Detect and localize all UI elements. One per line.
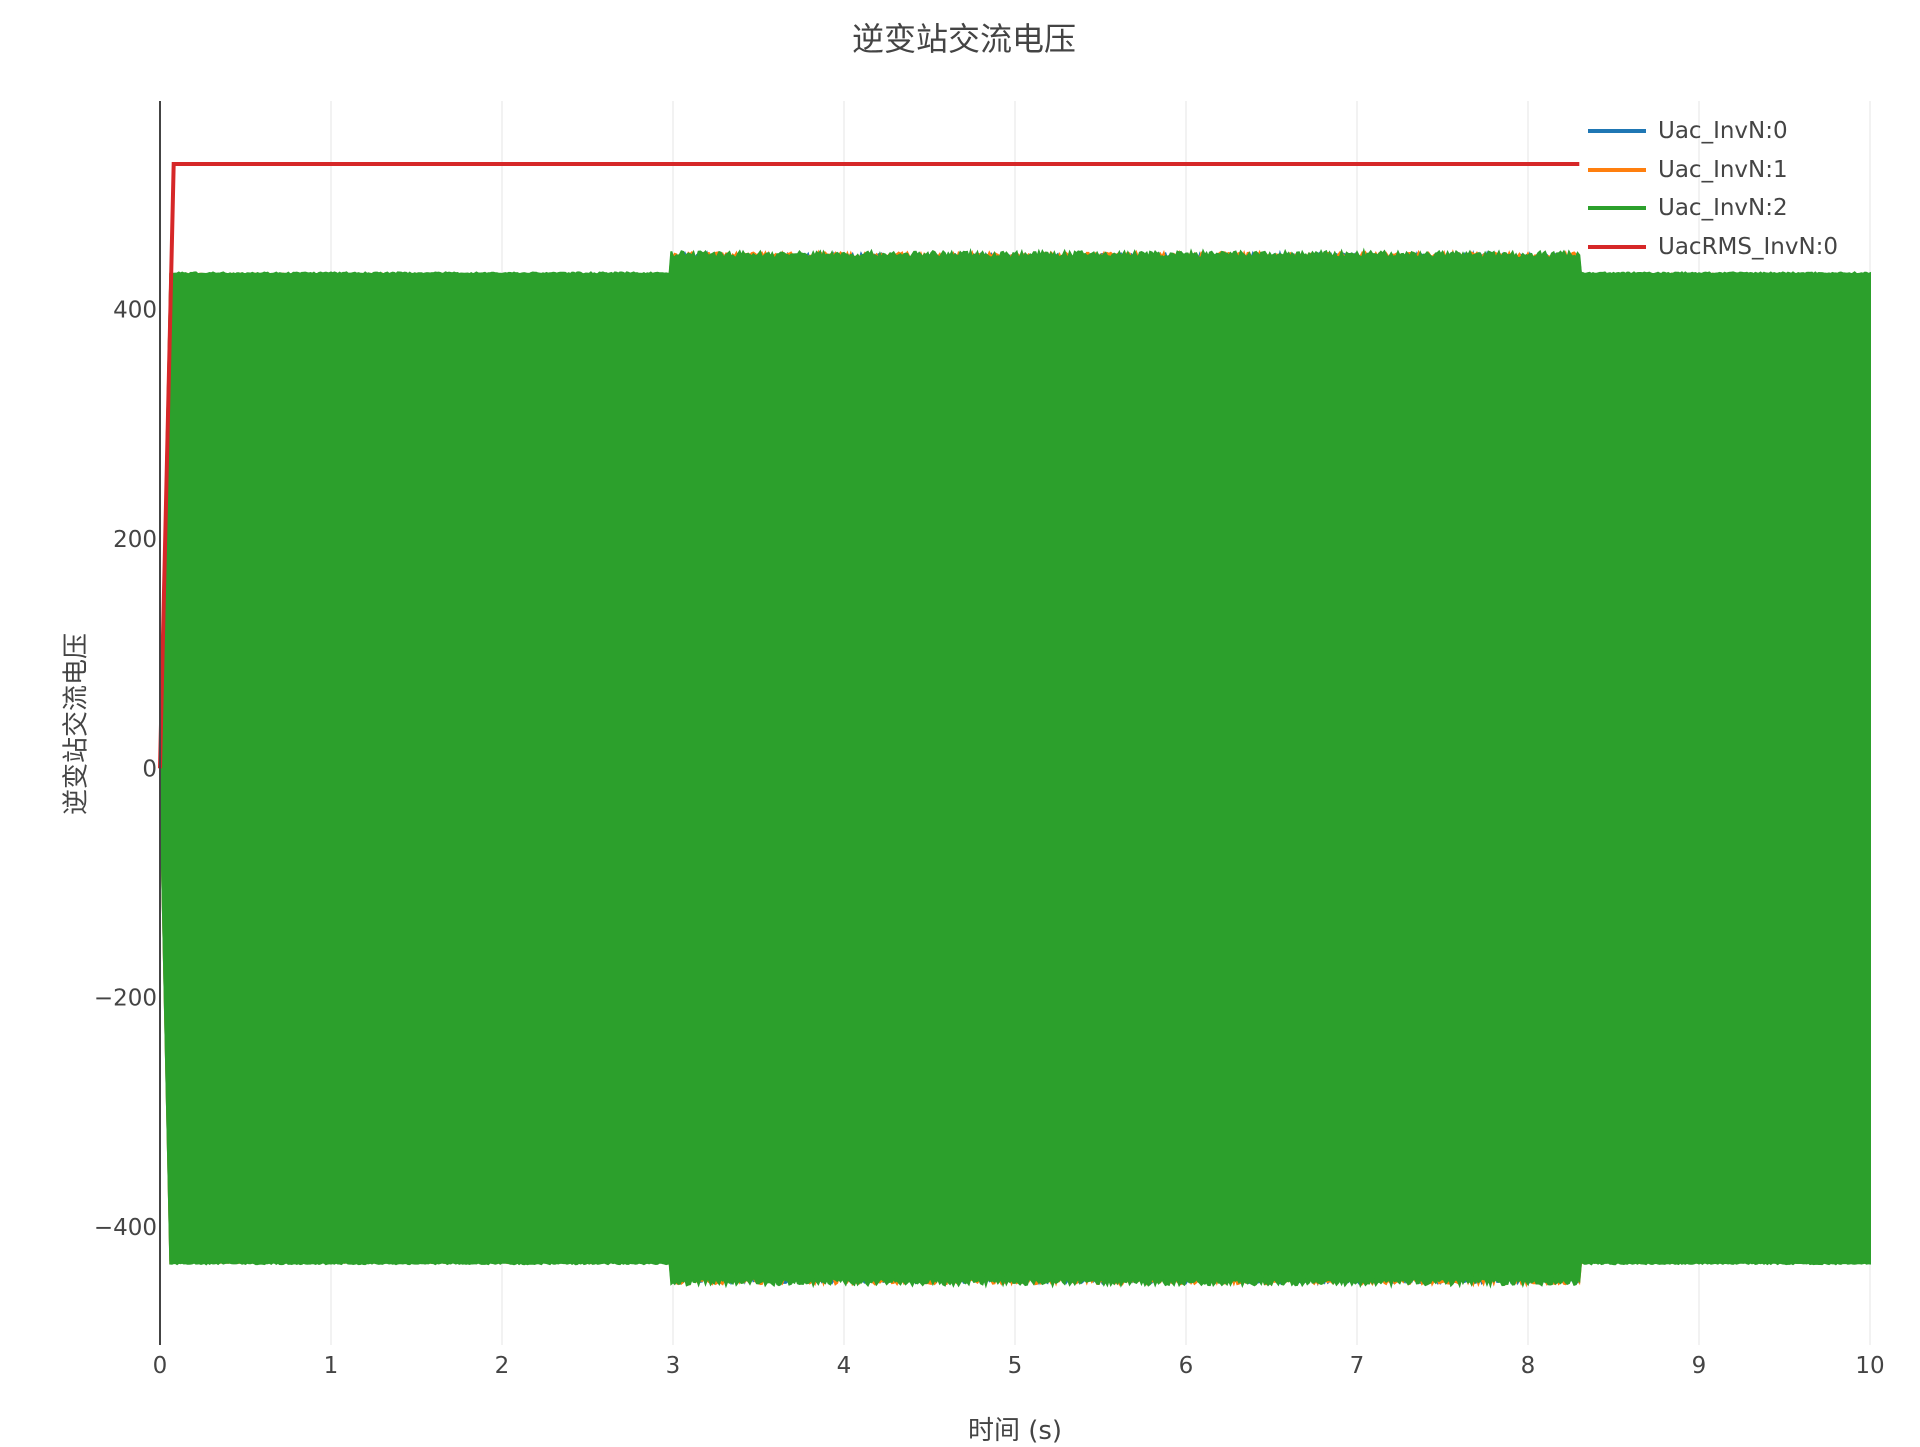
legend-label: Uac_InvN:0 (1658, 118, 1788, 145)
chart-title: 逆变站交流电压 (851, 20, 1076, 58)
legend-swatch (1588, 206, 1646, 211)
x-tick-label: 0 (153, 1353, 168, 1379)
y-tick-label: −200 (94, 986, 157, 1012)
x-tick-label: 1 (324, 1353, 339, 1379)
x-axis-title: 时间 (s) (967, 1416, 1063, 1446)
axes: 0 1 2 3 4 5 6 7 8 9 10 −400 −200 0 200 400 (94, 101, 1885, 1379)
x-tick-label: 9 (1692, 1353, 1707, 1379)
series-uac-invn-2 (159, 247, 1871, 1289)
series-layer (158, 162, 1871, 1289)
legend-swatch (1588, 129, 1646, 134)
x-tick-label: 5 (1008, 1353, 1023, 1379)
x-tick-label: 2 (495, 1353, 510, 1379)
y-axis-title: 逆变站交流电压 (61, 632, 92, 816)
y-tick-label: −400 (94, 1215, 157, 1241)
x-tick-label: 3 (666, 1353, 681, 1379)
x-tick-label: 7 (1350, 1353, 1365, 1379)
legend-label: Uac_InvN:1 (1658, 156, 1788, 183)
legend-item-uacrms-invn-0[interactable]: UacRMS_InvN:0 (1588, 228, 1838, 267)
legend-item-uac-invn-0[interactable]: Uac_InvN:0 (1588, 112, 1838, 151)
x-tick-label: 6 (1179, 1353, 1194, 1379)
x-tick-label: 10 (1855, 1353, 1884, 1379)
y-tick-label: 0 (142, 756, 157, 782)
legend: Uac_InvN:0 Uac_InvN:1 Uac_InvN:2 UacRMS_… (1588, 112, 1838, 266)
legend-swatch (1588, 167, 1646, 172)
series-uacrms-invn-0 (158, 162, 1580, 769)
y-tick-label: 400 (113, 298, 157, 324)
legend-item-uac-invn-1[interactable]: Uac_InvN:1 (1588, 151, 1838, 190)
legend-item-uac-invn-2[interactable]: Uac_InvN:2 (1588, 189, 1838, 228)
x-tick-label: 8 (1521, 1353, 1536, 1379)
y-tick-label: 200 (113, 527, 157, 553)
legend-label: Uac_InvN:2 (1658, 195, 1788, 222)
legend-swatch (1588, 244, 1646, 249)
legend-label: UacRMS_InvN:0 (1658, 233, 1839, 260)
x-tick-label: 4 (837, 1353, 852, 1379)
